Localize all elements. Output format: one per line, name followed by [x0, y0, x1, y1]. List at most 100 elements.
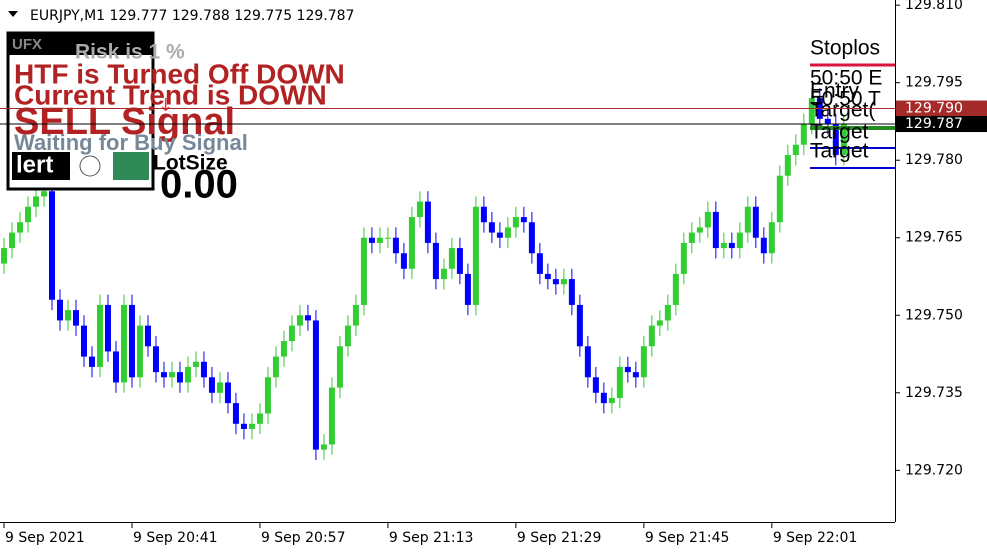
candle-body	[240, 423, 247, 429]
candle-body	[224, 382, 231, 404]
y-tick-label: 129.720	[905, 462, 963, 478]
candle-body	[512, 217, 519, 228]
candle-body	[808, 98, 815, 125]
candle-body	[32, 196, 39, 207]
level-label: Target	[810, 140, 869, 163]
candle-body	[88, 356, 95, 367]
candle-body	[528, 222, 535, 254]
candle-body	[520, 217, 527, 223]
candle-body	[40, 191, 47, 197]
candle-body	[352, 304, 359, 326]
candle-body	[120, 304, 127, 383]
candle-body	[568, 279, 575, 305]
level-label: Target(	[810, 99, 875, 122]
candle-body	[768, 222, 775, 254]
candle-body	[448, 248, 455, 269]
candle-body	[784, 155, 791, 176]
candle-body	[800, 124, 807, 145]
candle-body	[176, 372, 183, 383]
candle-body	[792, 144, 799, 156]
candle-body	[112, 351, 119, 383]
lot-value: 0.00	[160, 163, 238, 207]
candle-body	[368, 237, 375, 243]
plot	[0, 87, 847, 460]
alarm-icon[interactable]	[79, 155, 101, 177]
candle-body	[760, 237, 767, 254]
x-tick-label: 9 Sep 21:13	[389, 530, 474, 546]
level-label: Stoplos	[810, 37, 880, 60]
trend-text: Current Trend is DOWN	[14, 79, 327, 110]
y-tick-label: 129.810	[905, 0, 963, 13]
candle-body	[136, 325, 143, 378]
candle-body	[384, 237, 391, 239]
price-tag	[896, 116, 987, 133]
risk-text: Risk is 1 %	[75, 41, 185, 64]
x-tick-label: 9 Sep 2021	[5, 530, 85, 546]
level-label: Entry	[810, 80, 860, 103]
candle-body	[256, 413, 263, 424]
y-tick-label: 129.735	[905, 385, 963, 401]
waiting-text: Waiting for Buy Signal	[14, 130, 248, 155]
candle-body	[144, 325, 151, 347]
candle-body	[640, 346, 647, 378]
lot-label: LotSize	[153, 152, 228, 175]
level-label: 50:50 T	[810, 88, 881, 111]
candle-body	[720, 242, 727, 249]
candle-body	[552, 279, 559, 285]
x-tick-label: 9 Sep 20:41	[133, 530, 218, 546]
candle-body	[696, 227, 703, 233]
candle-body	[680, 242, 687, 274]
candle-body	[232, 403, 239, 424]
alert-button[interactable]	[12, 152, 70, 180]
logo: UFX	[12, 36, 42, 53]
level-label: Target	[810, 121, 869, 144]
candle-body	[464, 273, 471, 305]
candle-body	[288, 325, 295, 342]
candle-body	[400, 253, 407, 269]
candle-body	[664, 304, 671, 321]
candle-body	[168, 372, 175, 378]
candle-body	[656, 320, 663, 326]
panel-header	[8, 33, 153, 55]
candle-body	[600, 392, 607, 404]
candle-body	[832, 124, 839, 156]
candle-body	[56, 299, 63, 321]
price-tag	[896, 100, 987, 117]
candle-body	[560, 279, 567, 285]
price-tag-label: 129.790	[905, 101, 963, 117]
candle-body	[360, 237, 367, 305]
candle-body	[672, 273, 679, 305]
price-tag-label: 129.787	[905, 116, 963, 132]
candle-body	[584, 346, 591, 378]
candle-body	[648, 325, 655, 347]
x-tick-label: 9 Sep 21:29	[517, 530, 602, 546]
candle-body	[200, 361, 207, 378]
candle-body	[248, 423, 255, 429]
candle-body	[104, 304, 111, 352]
y-tick-label: 129.750	[905, 307, 963, 323]
chart-icon[interactable]	[113, 152, 149, 180]
x-tick-label: 9 Sep 20:57	[261, 530, 346, 546]
candle-body	[216, 382, 223, 393]
candle-body	[440, 268, 447, 280]
candle-body	[128, 304, 135, 378]
y-tick-label: 129.795	[905, 75, 963, 91]
candle-body	[328, 387, 335, 445]
candle-body	[840, 124, 847, 156]
candle-body	[336, 346, 343, 388]
candle-body	[72, 310, 79, 326]
candle-body	[712, 211, 719, 249]
candle-body	[272, 356, 279, 378]
x-tick-label: 9 Sep 22:01	[773, 530, 858, 546]
candle-body	[64, 310, 71, 321]
candle-body	[608, 397, 615, 404]
candle-body	[192, 361, 199, 367]
candle-body	[592, 377, 599, 393]
alert-text[interactable]: lert	[16, 151, 53, 178]
candle-body	[264, 377, 271, 414]
candle-body	[160, 372, 167, 378]
candle-body	[456, 248, 463, 274]
menu-triangle[interactable]	[8, 11, 18, 17]
candle-body	[744, 206, 751, 233]
